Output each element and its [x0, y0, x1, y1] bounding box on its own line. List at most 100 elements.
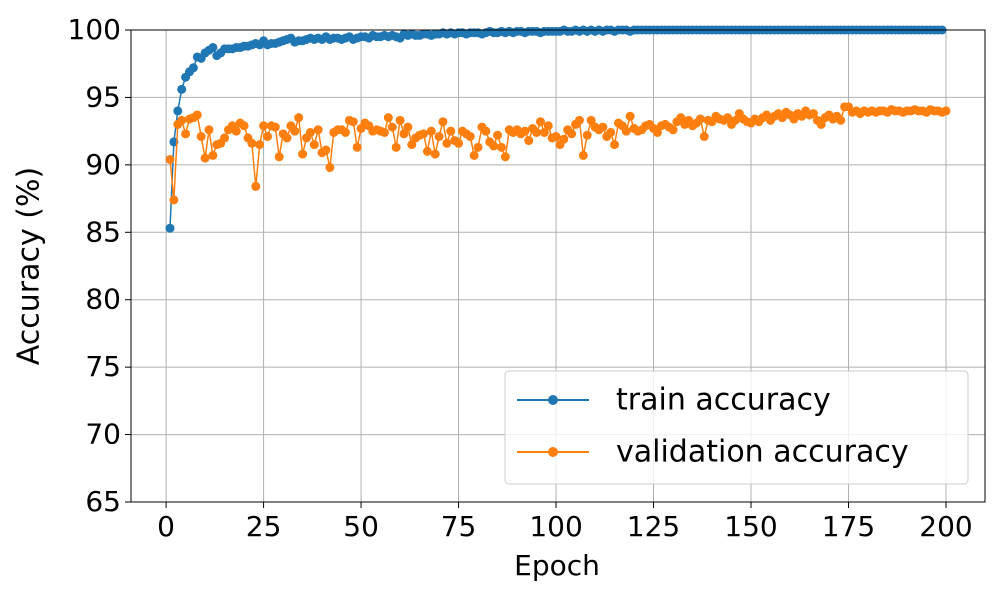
data-point: [204, 125, 214, 135]
data-point: [535, 117, 545, 127]
data-point: [255, 140, 265, 150]
data-point: [551, 132, 561, 142]
data-point: [395, 115, 405, 125]
data-point: [399, 129, 409, 139]
data-point: [348, 117, 358, 127]
data-point: [309, 140, 319, 150]
data-point: [165, 154, 175, 164]
y-tick-label: 90: [85, 148, 121, 181]
data-point: [422, 146, 432, 156]
data-point: [177, 115, 187, 125]
y-tick-label: 100: [68, 13, 121, 46]
data-point: [676, 113, 686, 123]
data-point: [434, 132, 444, 142]
data-point: [469, 150, 479, 160]
x-tick-label: 175: [822, 510, 875, 543]
data-point: [559, 134, 569, 144]
data-point: [567, 129, 577, 139]
plot-area: [165, 25, 951, 233]
data-point: [325, 163, 335, 173]
data-point: [426, 126, 436, 136]
data-point: [259, 121, 269, 131]
axes-frame: [130, 29, 986, 503]
x-tick-label: 125: [627, 510, 680, 543]
y-tick-label: 70: [85, 418, 121, 451]
data-point: [539, 127, 549, 137]
data-point: [489, 141, 499, 151]
data-point: [352, 142, 362, 152]
data-point: [407, 140, 417, 150]
data-point: [192, 110, 202, 120]
data-point: [294, 113, 304, 123]
data-point: [625, 111, 635, 121]
data-point: [532, 127, 542, 137]
data-point: [442, 138, 452, 148]
data-point: [418, 129, 428, 139]
data-point: [173, 106, 183, 116]
data-point: [524, 136, 534, 146]
data-point: [578, 150, 588, 160]
data-point: [165, 223, 175, 233]
legend-box: [504, 370, 969, 485]
x-tick-label: 150: [724, 510, 777, 543]
data-point: [723, 113, 733, 123]
x-tick-label: 0: [157, 510, 175, 543]
data-point: [220, 133, 230, 143]
data-point: [652, 127, 662, 137]
data-point: [169, 195, 179, 205]
data-point: [321, 145, 331, 155]
y-axis-label: Accuracy (%): [12, 167, 47, 365]
data-point: [270, 122, 280, 132]
data-point: [403, 122, 413, 132]
data-point: [290, 126, 300, 136]
data-point: [387, 122, 397, 132]
x-tick-label: 25: [246, 510, 282, 543]
data-point: [610, 140, 620, 150]
data-point: [816, 119, 826, 129]
data-point: [496, 142, 506, 152]
x-axis-label: Epoch: [514, 549, 600, 582]
x-tick-label: 100: [529, 510, 582, 543]
data-point: [465, 132, 475, 142]
data-point: [586, 115, 596, 125]
data-point: [481, 126, 491, 136]
data-point: [298, 149, 308, 159]
y-tick-label: 80: [85, 283, 121, 316]
data-point: [668, 125, 678, 135]
data-point: [379, 127, 389, 137]
y-tick-label: 75: [85, 350, 121, 383]
x-tick-label: 75: [441, 510, 477, 543]
data-point: [500, 152, 510, 162]
data-point: [196, 132, 206, 142]
data-point: [208, 43, 218, 53]
data-point: [181, 129, 191, 139]
data-point: [391, 142, 401, 152]
data-point: [836, 115, 846, 125]
data-point: [188, 63, 198, 73]
data-point: [200, 153, 210, 163]
data-point: [941, 106, 951, 116]
data-point: [695, 114, 705, 124]
data-point: [383, 113, 393, 123]
data-point: [493, 130, 503, 140]
legend-marker: [548, 395, 558, 405]
data-point: [438, 117, 448, 127]
data-point: [282, 133, 292, 143]
data-point: [730, 115, 740, 125]
data-point: [274, 152, 284, 162]
data-point: [177, 84, 187, 94]
data-point: [543, 121, 553, 131]
data-point: [239, 121, 249, 131]
data-point: [699, 132, 709, 142]
data-point: [340, 127, 350, 137]
y-tick-label: 95: [85, 80, 121, 113]
legend-label: train accuracy: [616, 383, 831, 418]
data-point: [574, 115, 584, 125]
data-point: [582, 130, 592, 140]
legend-label: validation accuracy: [616, 435, 909, 470]
legend-marker: [548, 447, 558, 457]
data-point: [808, 109, 818, 119]
data-point: [262, 132, 272, 142]
x-tick-label: 50: [343, 510, 379, 543]
